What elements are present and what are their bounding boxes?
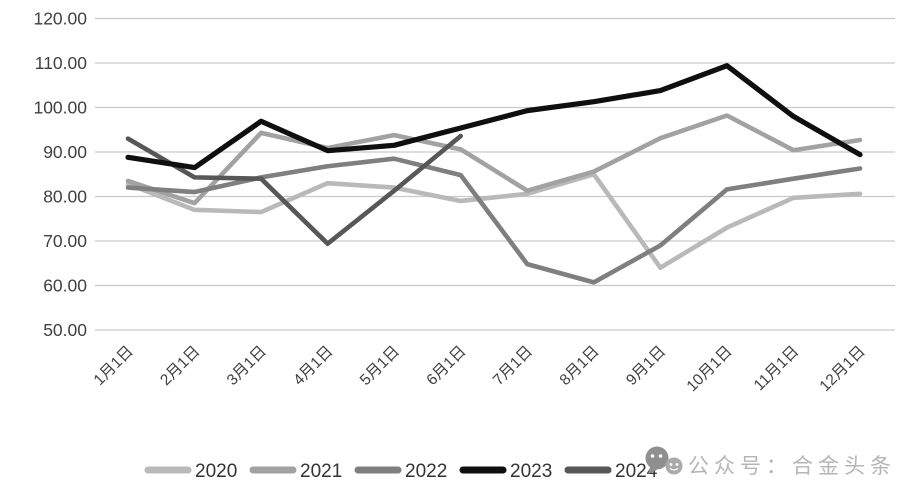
x-axis-tick-label: 12月1日 <box>817 343 869 395</box>
bubble-smile <box>669 468 679 471</box>
series-line-2024 <box>125 133 464 246</box>
y-axis-tick-label: 80.00 <box>43 187 87 207</box>
wechat-small-bubble <box>665 457 683 475</box>
x-axis-tick-label: 7月1日 <box>490 343 536 389</box>
x-axis-tick-label: 9月1日 <box>623 343 669 389</box>
bubble-eye <box>669 463 673 466</box>
y-axis-tick-label: 50.00 <box>43 320 87 340</box>
x-axis-tick-label: 5月1日 <box>357 343 403 389</box>
legend-label-2023: 2023 <box>510 461 552 482</box>
x-axis-tick-label: 6月1日 <box>423 343 469 389</box>
bubble-eye <box>675 463 679 466</box>
y-axis-tick-label: 110.00 <box>35 53 87 73</box>
legend-label-2022: 2022 <box>405 461 447 482</box>
x-axis-tick-label: 2月1日 <box>157 343 203 389</box>
y-axis-tick-label: 90.00 <box>43 142 87 162</box>
bubble-eye <box>658 454 663 458</box>
wechat-chat-bubbles-icon <box>645 446 669 470</box>
y-axis-tick-label: 70.00 <box>43 231 87 251</box>
series-line-2021 <box>125 113 863 206</box>
x-axis-tick-label: 10月1日 <box>684 343 736 395</box>
y-axis-tick-label: 60.00 <box>43 276 87 296</box>
watermark-text: 公众号：合金头条 <box>688 455 896 478</box>
series-line-2023 <box>125 63 863 171</box>
y-axis-tick-label: 120.00 <box>33 9 87 29</box>
legend-label-2021: 2021 <box>300 461 342 482</box>
legend-label-2020: 2020 <box>195 461 237 482</box>
series-line-2020 <box>125 171 863 271</box>
bubble-eye <box>650 454 655 458</box>
x-axis-tick-label: 1月1日 <box>91 343 137 389</box>
x-axis-tick-label: 11月1日 <box>751 343 802 394</box>
y-axis-tick-label: 100.00 <box>33 98 87 118</box>
x-axis-tick-label: 3月1日 <box>224 343 270 389</box>
wechat-bubble-tail <box>648 467 657 474</box>
legend-label-2024: 2024 <box>615 461 658 482</box>
x-axis-tick-label: 4月1日 <box>290 343 336 389</box>
x-axis-tick-label: 8月1日 <box>557 343 603 389</box>
